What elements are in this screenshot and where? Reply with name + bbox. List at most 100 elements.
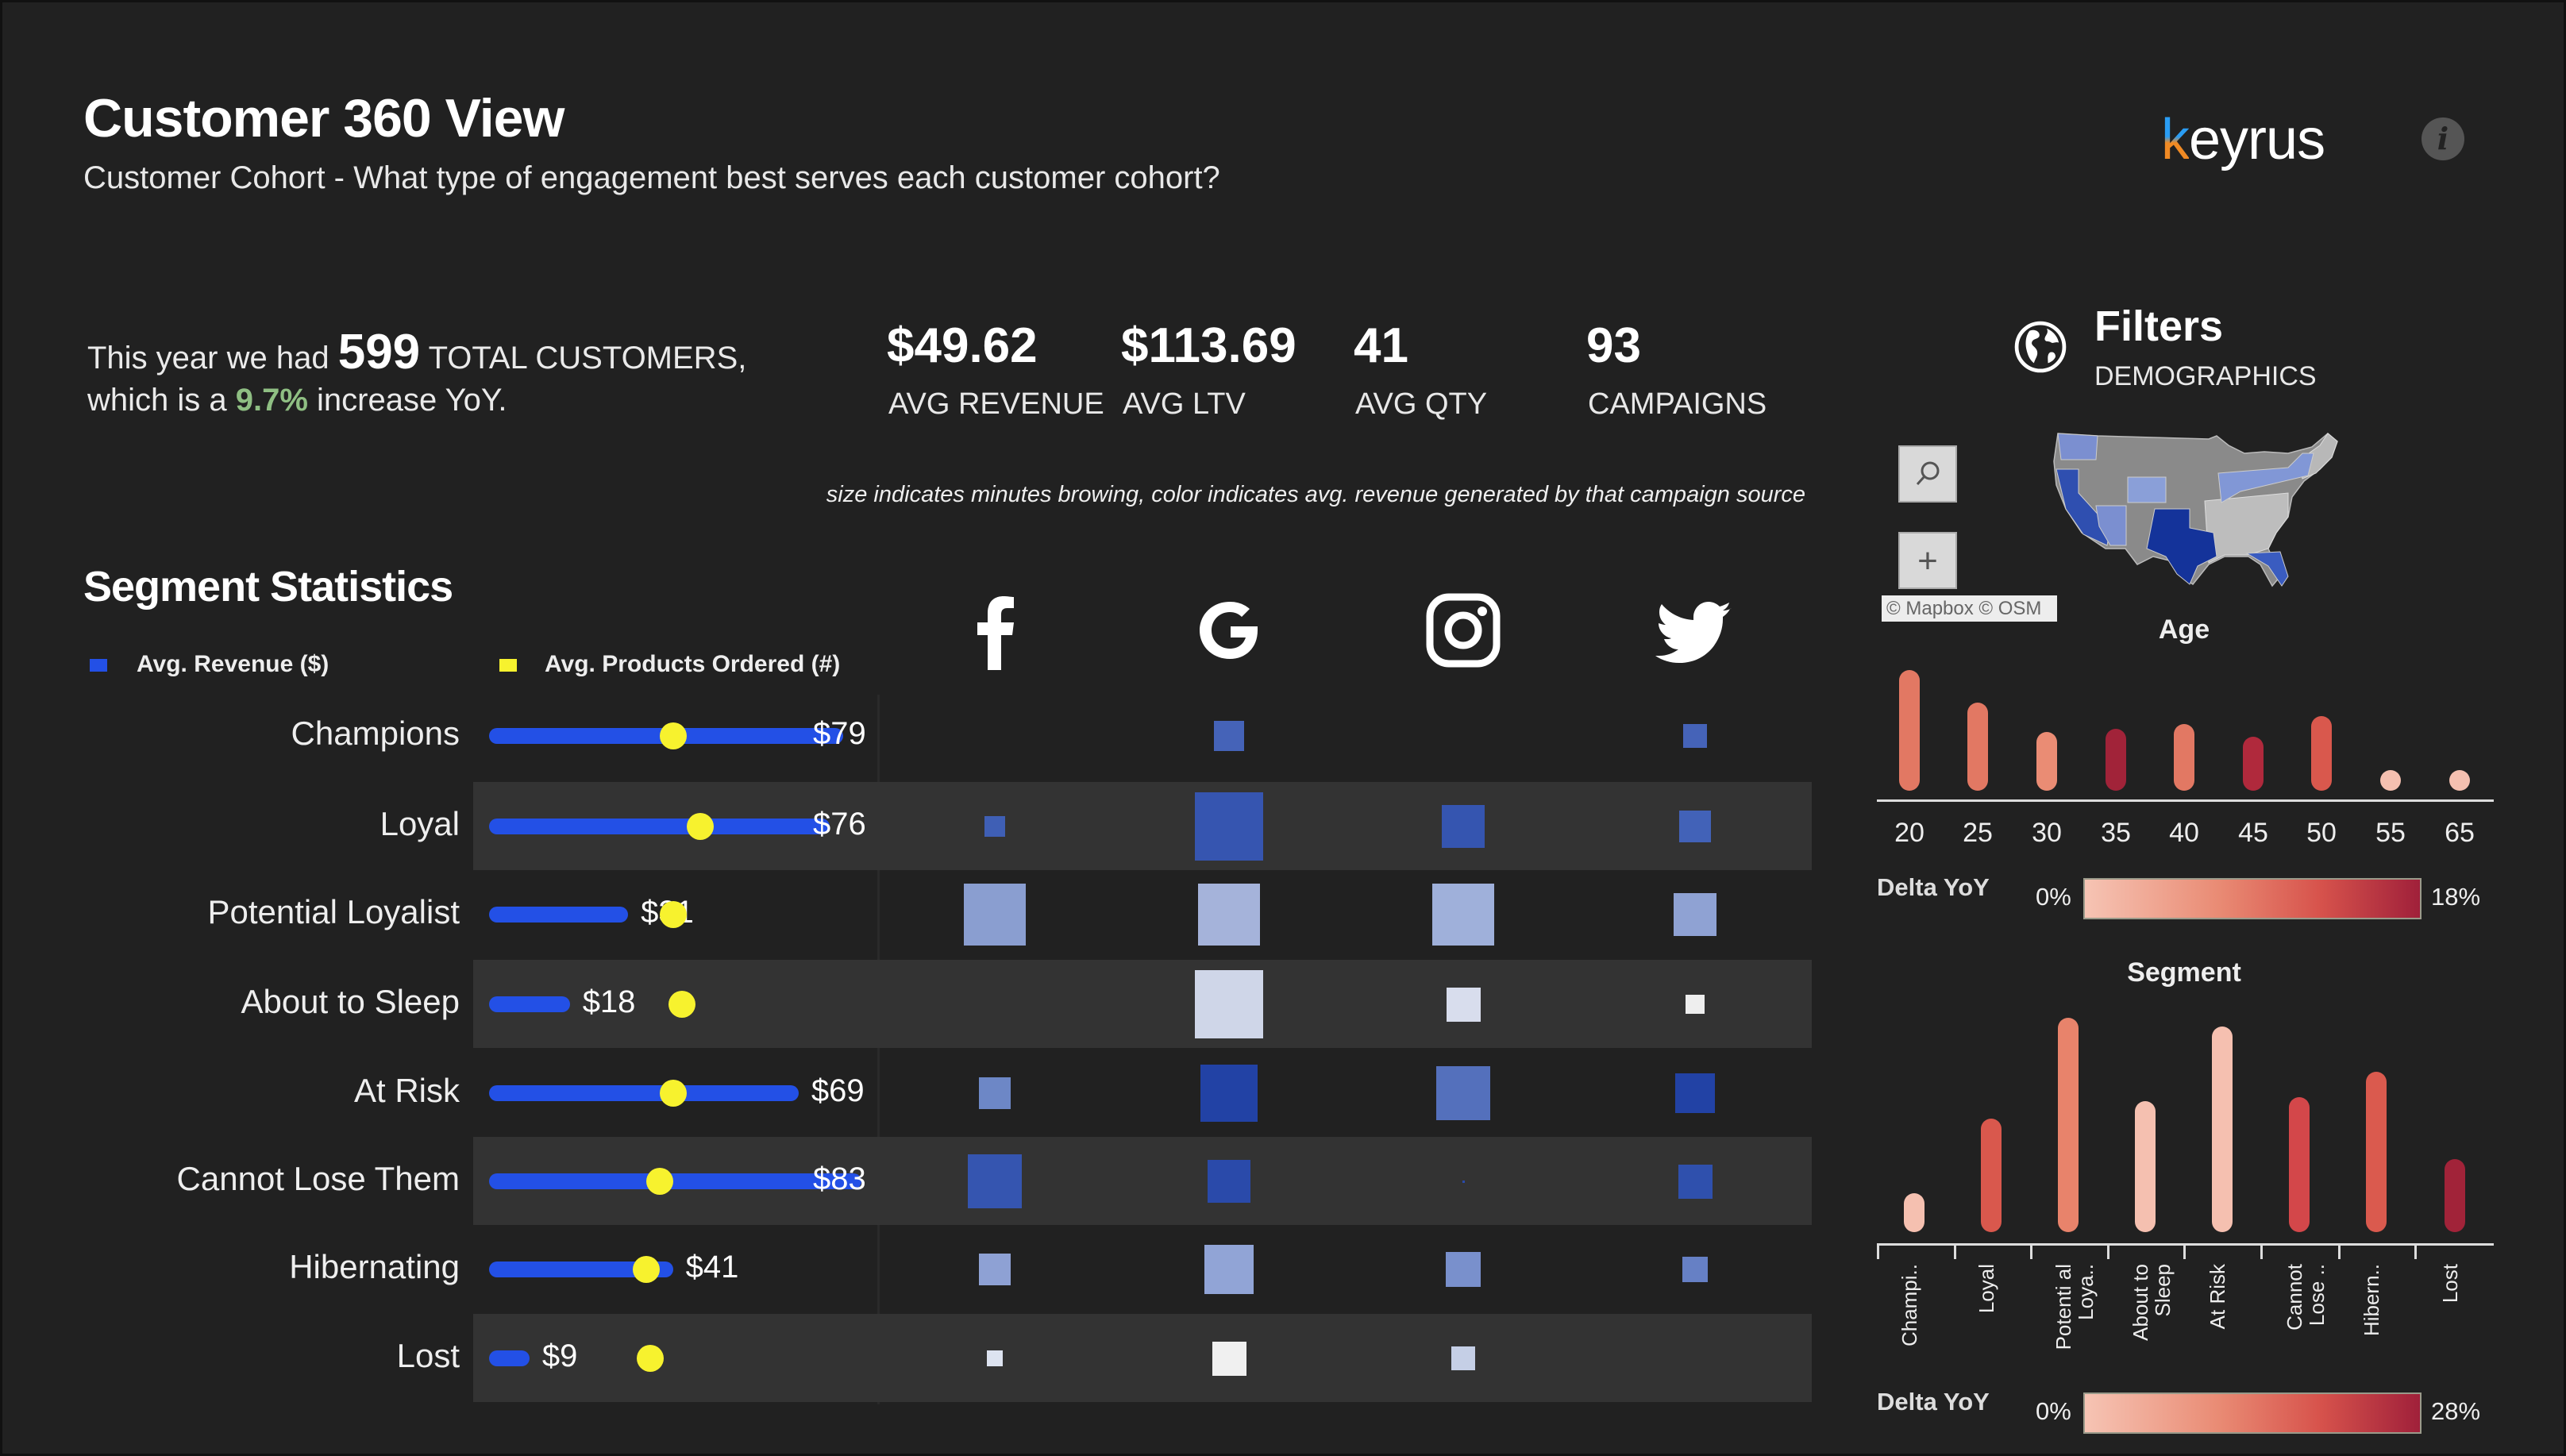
channel-cell-twitter[interactable]	[1673, 892, 1717, 937]
products-dot[interactable]	[645, 1168, 673, 1195]
channel-cell-facebook[interactable]	[978, 1253, 1011, 1286]
channel-cell-instagram[interactable]	[1451, 1346, 1475, 1370]
summary-line2-suffix: increase YoY.	[317, 383, 507, 418]
segment-tick-label: Lost	[2438, 1264, 2462, 1304]
segment-tick-label: Potenti al Loya..	[2052, 1264, 2098, 1350]
segment-label[interactable]: Lost	[396, 1337, 460, 1374]
channel-cell-instagram[interactable]	[1446, 987, 1481, 1022]
age-bar[interactable]	[2174, 724, 2194, 791]
revenue-bar[interactable]	[489, 907, 629, 923]
channel-cell-instagram[interactable]	[1431, 883, 1495, 946]
segment-legend-min: 0%	[2036, 1397, 2071, 1425]
age-tick-label: 25	[1963, 818, 1993, 848]
revenue-bar[interactable]	[489, 1261, 673, 1277]
segment-bar[interactable]	[2289, 1096, 2310, 1232]
channel-cell-facebook[interactable]	[984, 815, 1006, 838]
age-chart-title: Age	[2158, 614, 2210, 645]
segment-bar[interactable]	[2212, 1026, 2233, 1232]
products-dot[interactable]	[686, 813, 714, 840]
segment-label[interactable]: About to Sleep	[241, 983, 460, 1020]
channel-cell-instagram[interactable]	[1445, 1251, 1481, 1288]
products-dot[interactable]	[668, 991, 695, 1018]
channel-cell-google[interactable]	[1212, 1341, 1246, 1376]
map-attribution[interactable]: © Mapbox © OSM	[1882, 595, 2057, 622]
filters-title: Filters	[2094, 302, 2224, 350]
kpi-campaigns-label: CAMPAIGNS	[1588, 387, 1767, 421]
channel-cell-twitter[interactable]	[1674, 1073, 1716, 1114]
channel-cell-twitter[interactable]	[1678, 1164, 1713, 1199]
state-co[interactable]	[2127, 476, 2167, 503]
channel-cell-google[interactable]	[1200, 1064, 1258, 1123]
segment-bar[interactable]	[2058, 1018, 2079, 1232]
segment-tick-label: Loyal	[1975, 1264, 1998, 1314]
map-search-button[interactable]	[1898, 445, 1957, 503]
segment-bar[interactable]	[2445, 1159, 2465, 1232]
state-az[interactable]	[2095, 505, 2127, 546]
segment-label[interactable]: Cannot Lose Them	[176, 1160, 460, 1197]
revenue-label: $18	[582, 984, 636, 1019]
age-bar[interactable]	[2380, 770, 2401, 791]
revenue-label: $79	[813, 716, 866, 751]
filters-subtitle: DEMOGRAPHICS	[2094, 361, 2317, 391]
map-zoom-in-button[interactable]: +	[1898, 532, 1957, 589]
products-dot[interactable]	[637, 1345, 665, 1372]
revenue-bar[interactable]	[489, 996, 570, 1012]
age-bar[interactable]	[1899, 670, 1920, 791]
state-tx[interactable]	[2146, 508, 2217, 585]
segment-bar[interactable]	[1904, 1193, 1924, 1232]
channel-cell-facebook[interactable]	[986, 1350, 1004, 1367]
segment-axis-tick	[2030, 1243, 2032, 1259]
segment-label[interactable]: Champions	[291, 715, 460, 752]
age-bar[interactable]	[2311, 715, 2332, 791]
age-bar[interactable]	[2449, 770, 2470, 791]
revenue-label: $69	[811, 1073, 865, 1108]
products-dot[interactable]	[659, 722, 687, 749]
channel-cell-google[interactable]	[1195, 792, 1263, 861]
channel-cell-twitter[interactable]	[1678, 810, 1712, 843]
segment-bar[interactable]	[2135, 1101, 2156, 1232]
revenue-bar[interactable]	[489, 1173, 861, 1189]
segment-label[interactable]: Loyal	[380, 805, 460, 842]
age-bar[interactable]	[2036, 731, 2057, 791]
kpi-avg-revenue-label: AVG REVENUE	[888, 387, 1104, 421]
channel-cell-facebook[interactable]	[978, 1077, 1011, 1110]
channel-cell-twitter[interactable]	[1685, 994, 1705, 1015]
info-icon[interactable]: i	[2422, 117, 2464, 160]
products-dot[interactable]	[659, 901, 687, 928]
segment-label[interactable]: Hibernating	[289, 1248, 460, 1285]
age-bar[interactable]	[1967, 703, 1988, 791]
channel-cell-twitter[interactable]	[1683, 724, 1707, 748]
channel-cell-google[interactable]	[1204, 1245, 1254, 1294]
channel-cell-google[interactable]	[1198, 884, 1260, 946]
segment-bar[interactable]	[2366, 1071, 2387, 1232]
segment-label[interactable]: Potential Loyalist	[207, 893, 460, 930]
channel-cell-instagram[interactable]	[1462, 1180, 1465, 1183]
channel-cell-google[interactable]	[1214, 721, 1244, 751]
channel-cell-facebook[interactable]	[964, 884, 1026, 946]
channel-cell-twitter[interactable]	[1682, 1257, 1708, 1282]
total-customers-label: TOTAL CUSTOMERS,	[428, 341, 747, 376]
channel-cell-facebook[interactable]	[968, 1154, 1022, 1208]
channel-cell-google[interactable]	[1207, 1159, 1251, 1204]
channel-cell-google[interactable]	[1195, 970, 1263, 1038]
logo-rest: eyrus	[2189, 108, 2325, 171]
revenue-bar[interactable]	[489, 1085, 799, 1101]
segment-bar[interactable]	[1981, 1118, 2002, 1232]
segment-axis-tick	[2107, 1243, 2109, 1259]
kpi-avg-ltv-label: AVG LTV	[1123, 387, 1246, 421]
age-bar[interactable]	[2243, 736, 2264, 791]
channel-cell-instagram[interactable]	[1436, 1066, 1490, 1120]
state-fl[interactable]	[2245, 551, 2289, 587]
segment-label[interactable]: At Risk	[353, 1072, 460, 1109]
segment-tick-label: At Risk	[2206, 1264, 2229, 1330]
us-map[interactable]	[2050, 429, 2344, 589]
age-tick-label: 45	[2238, 818, 2268, 848]
states-midwest-northeast[interactable]	[2217, 453, 2314, 503]
age-bar[interactable]	[2106, 729, 2126, 791]
products-dot[interactable]	[659, 1080, 687, 1107]
products-dot[interactable]	[632, 1256, 660, 1283]
channel-cell-instagram[interactable]	[1441, 804, 1485, 849]
state-wa[interactable]	[2057, 433, 2098, 460]
revenue-bar[interactable]	[489, 1350, 530, 1366]
revenue-bar[interactable]	[489, 819, 830, 834]
